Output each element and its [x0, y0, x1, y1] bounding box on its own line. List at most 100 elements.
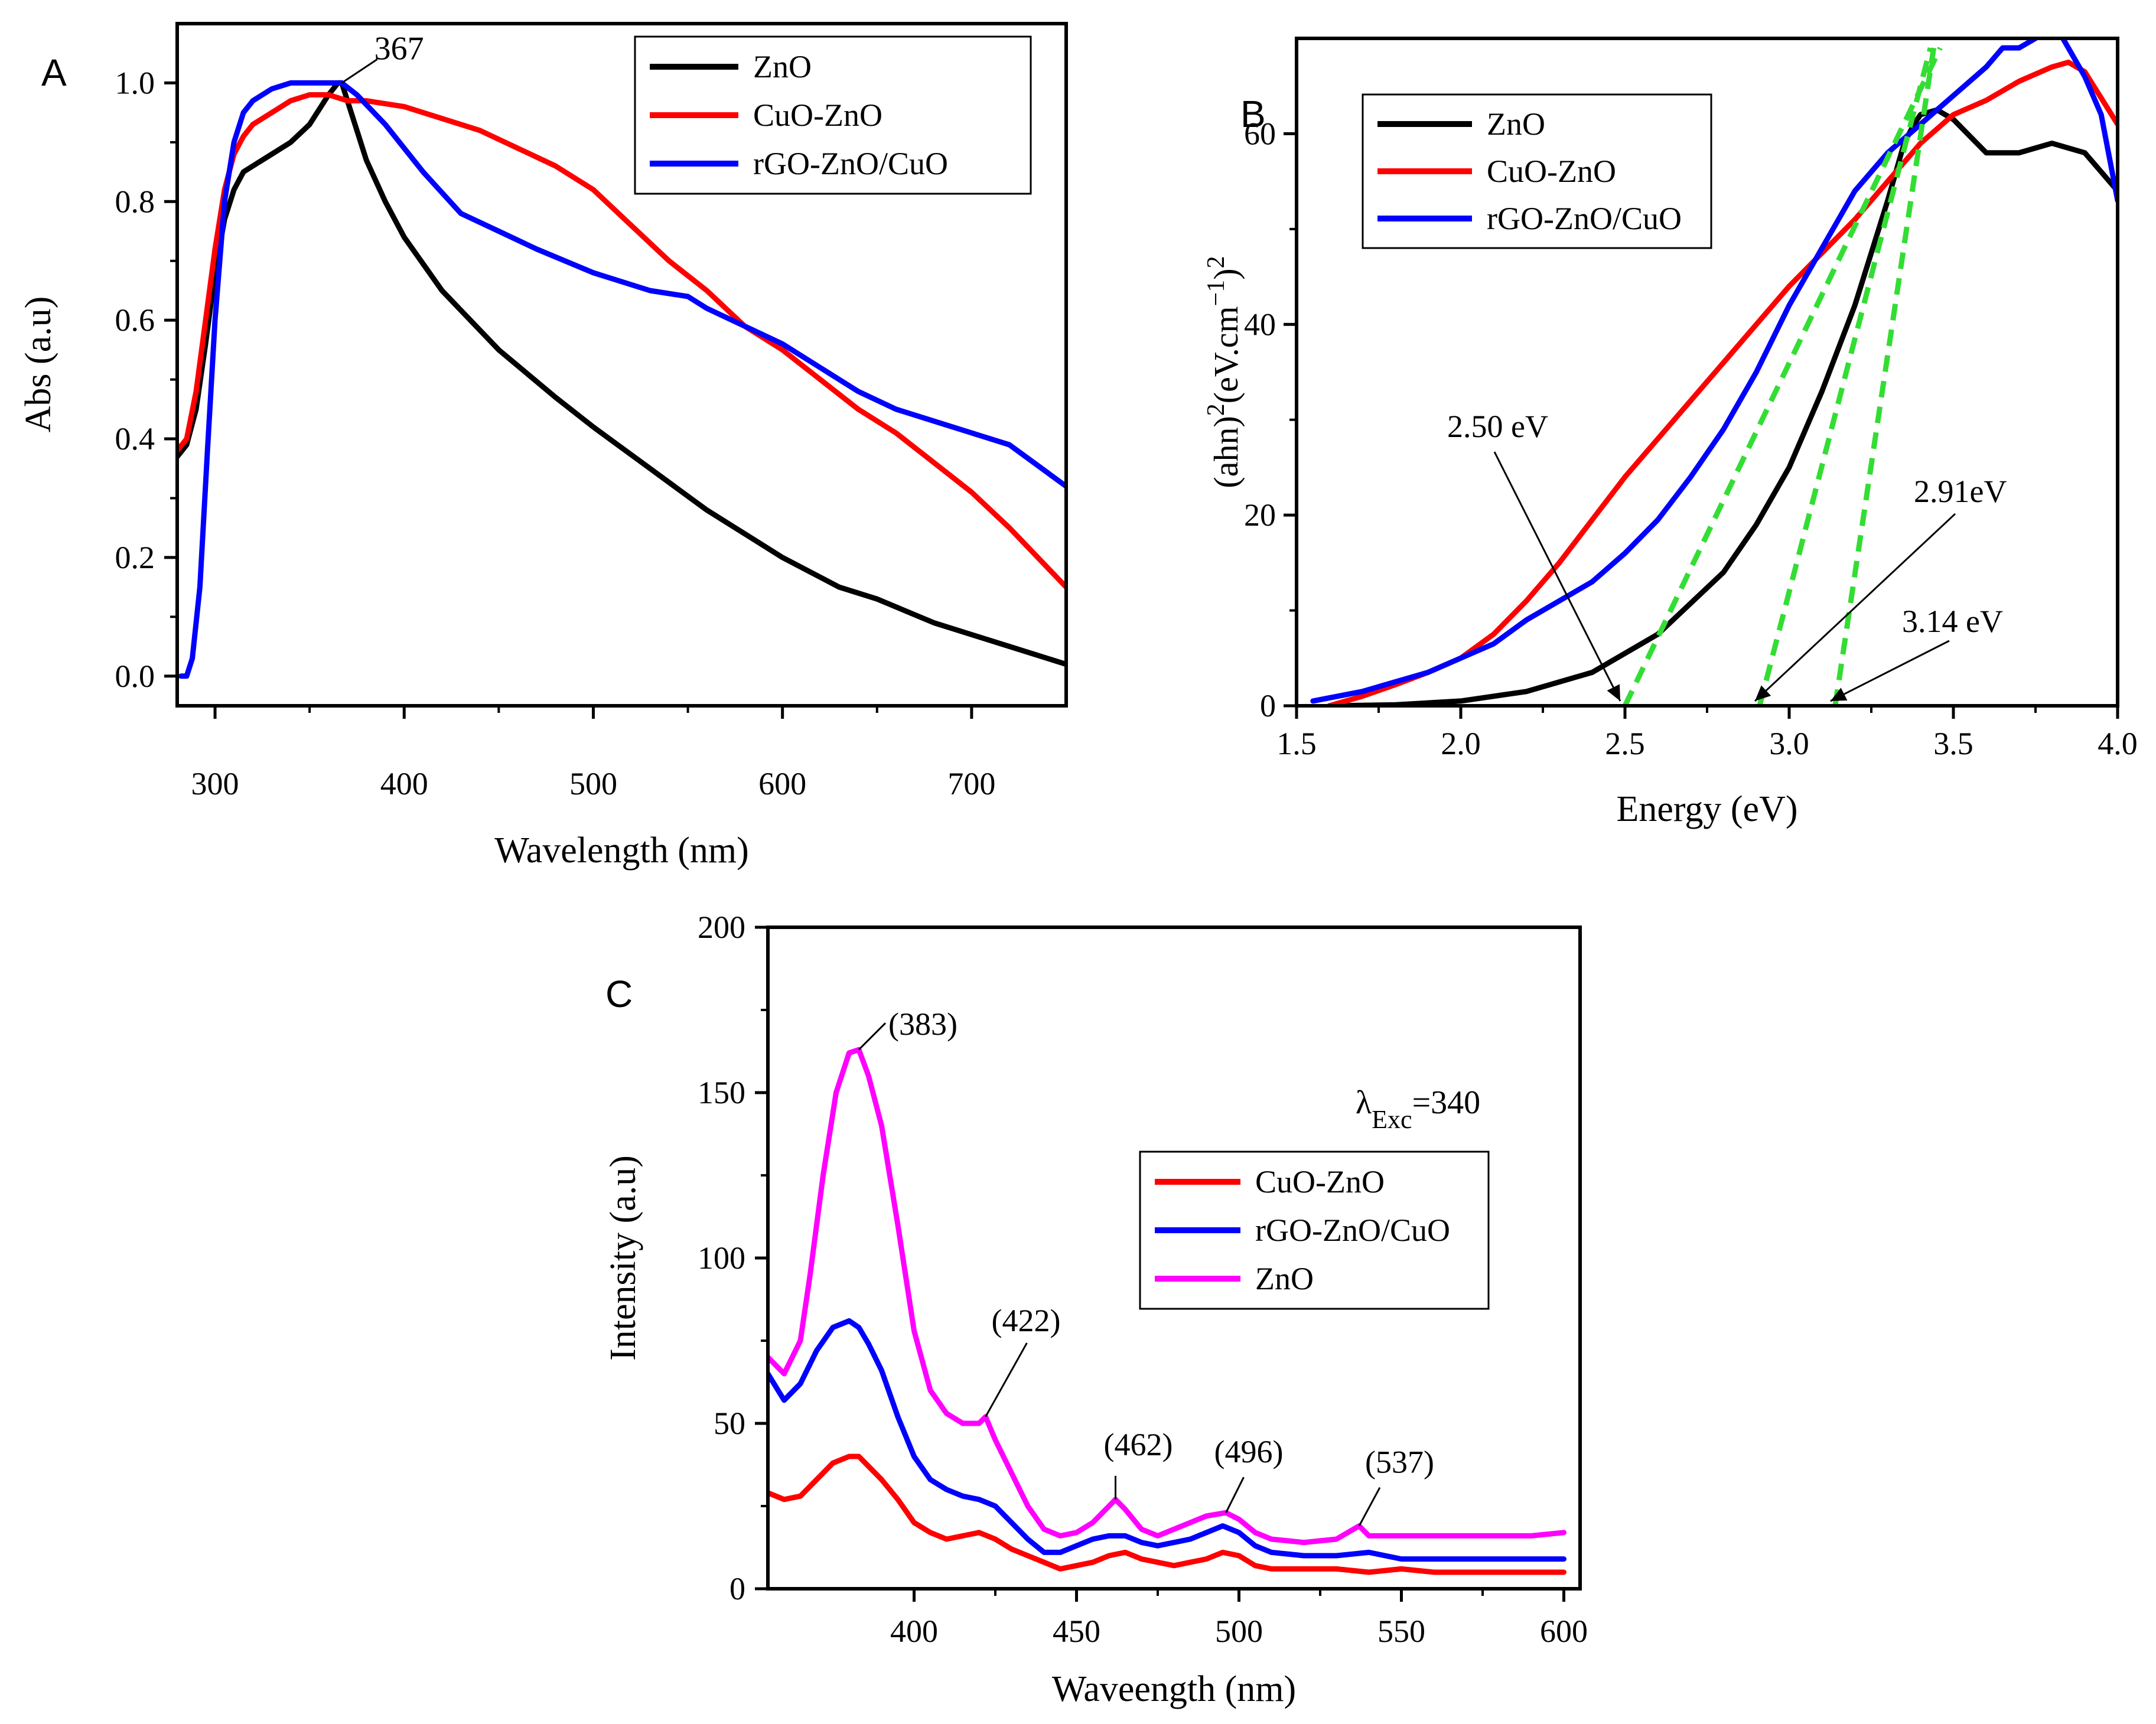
- x-tick-label: 2.0: [1441, 726, 1481, 761]
- plot-frame: [175, 22, 1068, 708]
- annotation-arrowhead: [1607, 684, 1620, 701]
- x-tick-label: 450: [1053, 1614, 1100, 1649]
- x-tick-label: 400: [890, 1614, 938, 1649]
- x-axis-label: Waveength (nm): [1052, 1669, 1296, 1709]
- x-tick-label: 500: [1215, 1614, 1263, 1649]
- y-tick-label: 200: [698, 910, 745, 945]
- plot-frame: [1295, 37, 2119, 708]
- legend-label: ZnO: [1487, 106, 1545, 142]
- tangent-line: [1757, 47, 1933, 706]
- y-axis-label-sup: 2: [1203, 403, 1230, 416]
- x-tick-label: 3.5: [1933, 726, 1973, 761]
- annotation-arrow: [1493, 451, 1621, 702]
- annotation-label: (496): [1214, 1434, 1284, 1469]
- y-tick-label: 20: [1244, 497, 1276, 533]
- legend-label: CuO-ZnO: [1255, 1164, 1385, 1200]
- y-axis-label-part: ): [1207, 268, 1245, 279]
- plot-frame: [766, 925, 1582, 1591]
- y-tick-label: 0.8: [115, 184, 155, 219]
- series-group: [768, 1047, 1566, 1575]
- annotation-leader: [1358, 1487, 1381, 1527]
- y-tick-label: 0.2: [115, 540, 155, 575]
- x-axis-label: Energy (eV): [1616, 789, 1797, 829]
- y-axis-label-part: (eV.cm: [1207, 306, 1245, 403]
- panel-B: B 1.5 2.0 2.5 3.0 3.5 4.0 0 20 40 60 Energy (eV) (ah…: [1203, 37, 2138, 829]
- annotation-leader: [1225, 1477, 1245, 1513]
- x-tick-label: 600: [758, 766, 806, 801]
- series-group: [1310, 38, 2118, 706]
- y-tick-label: 60: [1244, 116, 1276, 151]
- annotation-arrow: [1830, 640, 1950, 702]
- panel-A: A 300 400 500 600 700 0.0 0.2 0.4 0.6 0.8 1.0 Wavele…: [18, 22, 1068, 871]
- annotation-label: 3.14 eV: [1902, 604, 2003, 639]
- tangent-line: [1622, 47, 1943, 706]
- x-tick-label: 3.0: [1769, 726, 1809, 761]
- y-axis-label-sup: 2: [1203, 256, 1230, 268]
- y-tick-label: 40: [1244, 307, 1276, 342]
- y-axis-label: Abs (a.u): [18, 296, 58, 433]
- series-group: [177, 80, 1066, 679]
- series-line-rgo-zno-cuo: [178, 80, 1066, 679]
- annotation-label: (383): [888, 1006, 958, 1042]
- annotation-label: (422): [992, 1303, 1061, 1338]
- series-line-cuo-zno: [768, 1453, 1566, 1575]
- legend-label: rGO-ZnO/CuO: [1487, 201, 1682, 236]
- legend-label: CuO-ZnO: [1487, 154, 1616, 189]
- y-tick-label: 0: [729, 1571, 745, 1606]
- legend-label: CuO-ZnO: [753, 97, 882, 133]
- legend-label: rGO-ZnO/CuO: [753, 146, 948, 181]
- y-axis-label-part: (ahn): [1207, 416, 1245, 488]
- y-tick-label: 0.6: [115, 302, 155, 338]
- series-line-rgo-zno-cuo: [768, 1318, 1566, 1562]
- excitation-label: λExc=340: [1356, 1084, 1480, 1134]
- y-axis-label: (ahn)2(eV.cm−1)2: [1203, 256, 1245, 488]
- x-tick-label: 550: [1377, 1614, 1425, 1649]
- x-axis-label: Wavelength (nm): [494, 830, 749, 871]
- y-tick-label: 100: [698, 1240, 745, 1276]
- panel-label: A: [41, 51, 67, 94]
- x-tick-label: 500: [569, 766, 617, 801]
- legend: ZnO CuO-ZnO rGO-ZnO/CuO: [634, 35, 1032, 195]
- panel-label: C: [605, 973, 633, 1015]
- annotation-leader: [985, 1342, 1028, 1417]
- panel-C: C 400 450 500 550 600 0 50 100 150 200 Waveength (n…: [603, 910, 1588, 1709]
- annotation-arrow: [1754, 513, 1956, 702]
- annotation-label: (537): [1365, 1445, 1434, 1480]
- legend-label: ZnO: [753, 49, 812, 84]
- x-tick-label: 700: [947, 766, 995, 801]
- series-line-zno: [177, 80, 1066, 667]
- y-tick-label: 0.0: [115, 659, 155, 694]
- annotation-label: 2.50 eV: [1447, 409, 1548, 444]
- legend-label: ZnO: [1255, 1261, 1314, 1296]
- excitation-subscript: Exc: [1372, 1105, 1412, 1134]
- y-tick-label: 0.4: [115, 421, 155, 457]
- tangent-line: [1832, 47, 1937, 706]
- excitation-value: =340: [1412, 1084, 1481, 1121]
- annotation-label: 367: [374, 30, 424, 67]
- y-tick-label: 50: [714, 1406, 745, 1441]
- x-tick-label: 300: [191, 766, 239, 801]
- annotation-leader: [858, 1022, 887, 1051]
- annotation-leader: [341, 58, 378, 84]
- y-axis-label-sup: −1: [1203, 280, 1230, 307]
- y-tick-label: 0: [1260, 688, 1276, 724]
- x-tick-label: 2.5: [1605, 726, 1645, 761]
- annotation-arrowhead: [1830, 687, 1848, 701]
- x-tick-label: 4.0: [2098, 726, 2138, 761]
- y-axis-label: Intensity (a.u): [603, 1155, 643, 1361]
- x-tick-label: 400: [380, 766, 428, 801]
- y-tick-label: 1.0: [115, 65, 155, 100]
- excitation-symbol: λ: [1356, 1084, 1372, 1121]
- series-line-zno: [768, 1047, 1566, 1546]
- panel-label: B: [1240, 93, 1266, 135]
- annotation-arrowhead: [1754, 685, 1771, 701]
- legend: CuO-ZnO rGO-ZnO/CuO ZnO: [1139, 1151, 1490, 1310]
- legend-label: rGO-ZnO/CuO: [1255, 1213, 1450, 1248]
- y-tick-label: 150: [698, 1075, 745, 1110]
- series-line-rgo-zno-cuo: [1310, 38, 2118, 704]
- annotation-label: (462): [1104, 1427, 1173, 1462]
- x-tick-label: 1.5: [1276, 726, 1317, 761]
- series-line-zno: [1327, 107, 2118, 706]
- annotation-label: 2.91eV: [1914, 474, 2007, 509]
